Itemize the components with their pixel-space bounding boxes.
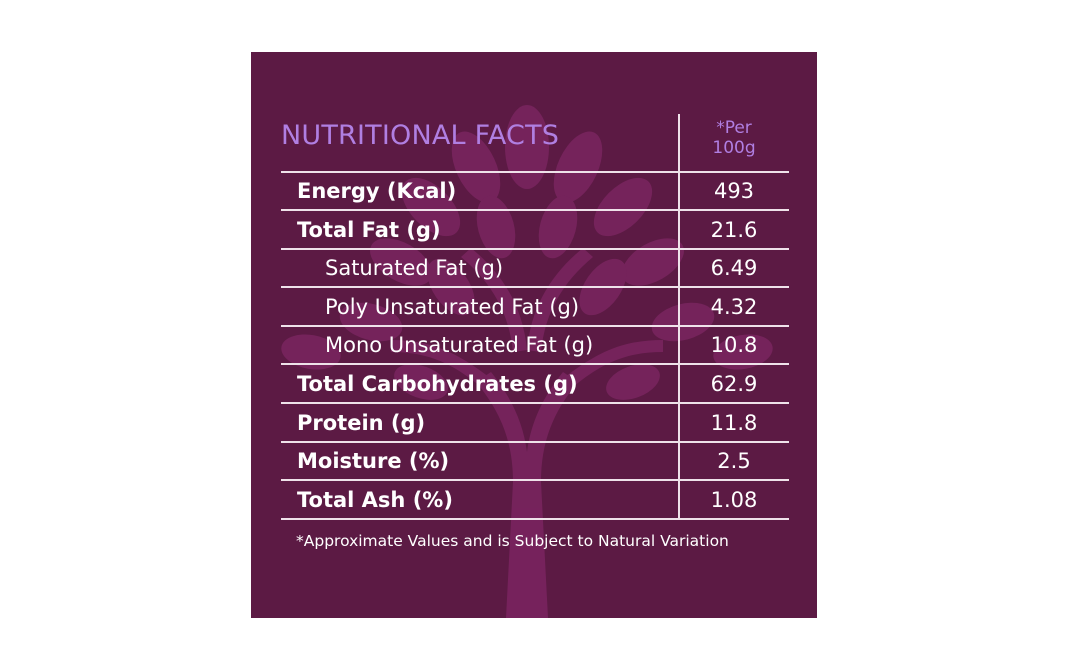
nutrient-value: 62.9 xyxy=(710,372,758,396)
nutrient-label: Total Fat (g) xyxy=(297,217,441,242)
nutrient-value: 4.32 xyxy=(710,294,758,319)
nutrient-value: 493 xyxy=(713,179,755,203)
table-row: Total Fat (g) 21.6 xyxy=(281,212,789,250)
nutrient-label: Total Carbohydrates (g) xyxy=(297,372,578,396)
nutrient-label: Saturated Fat (g) xyxy=(325,256,504,281)
nutrient-value: 1.08 xyxy=(710,487,758,512)
row-divider xyxy=(281,247,789,250)
nutrient-label: Total Ash (%) xyxy=(297,487,453,512)
nutrient-label: Moisture (%) xyxy=(297,449,450,474)
nutrient-value: 10.8 xyxy=(710,333,758,358)
nutrient-label: Protein (g) xyxy=(297,410,426,435)
row-divider xyxy=(281,517,789,520)
row-divider xyxy=(281,363,789,366)
row-divider xyxy=(281,479,789,482)
column-divider xyxy=(678,114,680,520)
row-divider xyxy=(281,402,789,404)
row-divider xyxy=(281,440,789,443)
table-row: Saturated Fat (g) 6.49 xyxy=(281,250,789,289)
row-divider xyxy=(281,324,789,327)
table-row: Total Carbohydrates (g) 62.9 xyxy=(281,366,789,404)
table-row: Protein (g) 11.8 xyxy=(281,405,789,443)
per-unit: 100g xyxy=(712,138,756,158)
nutrition-panel: NUTRITIONAL FACTS *Per 100g Energy (Kcal… xyxy=(251,52,817,618)
footnote: *Approximate Values and is Subject to Na… xyxy=(296,532,729,550)
nutrient-value: 11.8 xyxy=(710,410,758,435)
table-row: Total Ash (%) 1.08 xyxy=(281,482,789,520)
nutrient-value: 6.49 xyxy=(710,256,758,281)
tree-icon xyxy=(281,105,773,618)
table-row: Moisture (%) 2.5 xyxy=(281,443,789,482)
row-divider xyxy=(281,171,789,173)
nutrient-label: Mono Unsaturated Fat (g) xyxy=(325,333,594,358)
nutrient-label: Energy (Kcal) xyxy=(297,179,457,203)
nutrient-label: Poly Unsaturated Fat (g) xyxy=(325,294,580,319)
per-serving-header: *Per 100g xyxy=(679,118,789,158)
nutrient-value: 2.5 xyxy=(717,449,751,474)
panel-title: NUTRITIONAL FACTS xyxy=(281,120,560,151)
nutrient-value: 21.6 xyxy=(710,217,758,242)
per-label: *Per xyxy=(716,118,752,138)
table-row: Poly Unsaturated Fat (g) 4.32 xyxy=(281,289,789,327)
table-row: Energy (Kcal) 493 xyxy=(281,171,789,211)
row-divider xyxy=(281,286,789,289)
table-row: Mono Unsaturated Fat (g) 10.8 xyxy=(281,327,789,366)
row-divider xyxy=(281,209,789,211)
